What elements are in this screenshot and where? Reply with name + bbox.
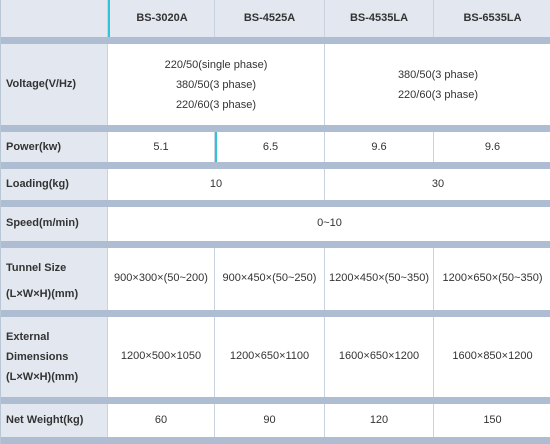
tunnel-value-4: 1200×650×(50~350) (442, 272, 543, 285)
external-row: External Dimensions (L×W×H)(mm) 1200×500… (1, 316, 550, 397)
loading-label: Loading(kg) (1, 169, 108, 200)
weight-value-3: 120 (325, 403, 434, 437)
power-value-2: 6.5 (215, 132, 325, 162)
external-value-4: 1600×850×1200 (452, 350, 533, 363)
speed-value: 0~10 (317, 217, 342, 230)
external-label-line-3: (L×W×H)(mm) (6, 370, 79, 383)
voltage-group-1: 220/50(single phase) 380/50(3 phase) 220… (108, 44, 325, 126)
header-model-2: BS-4525A (215, 0, 325, 37)
row-separator (1, 125, 550, 133)
voltage-row: Voltage(V/Hz) 220/50(single phase) 380/5… (1, 44, 550, 126)
row-separator (1, 396, 550, 404)
voltage-label: Voltage(V/Hz) (1, 44, 108, 126)
voltage-group-1-line-2: 380/50(3 phase) (175, 78, 257, 91)
external-label: External Dimensions (L×W×H)(mm) (1, 316, 108, 397)
weight-row: Net Weight(kg) 60 90 120 150 (1, 403, 550, 437)
tunnel-value-3: 1200×450×(50~350) (325, 248, 434, 310)
header-row: BS-3020A BS-4525A BS-4535LA BS-6535LA (1, 0, 550, 37)
speed-row: Speed(m/min) 0~10 (1, 207, 550, 241)
row-separator (1, 240, 550, 249)
weight-value-4: 150 (483, 413, 502, 426)
power-value-4: 9.6 (484, 140, 501, 153)
external-label-line-2: Dimensions (6, 350, 69, 363)
header-model-1: BS-3020A (108, 0, 215, 37)
loading-group-1: 10 (108, 169, 325, 200)
tunnel-label: Tunnel Size (L×W×H)(mm) (1, 248, 108, 310)
weight-value-2: 90 (215, 403, 325, 437)
power-value-3: 9.6 (325, 132, 434, 162)
external-value-2: 1200×650×1100 (215, 316, 325, 397)
external-label-line-1: External (6, 330, 50, 343)
tunnel-value-2: 900×450×(50~250) (215, 248, 325, 310)
power-row: Power(kw) 5.1 6.5 9.6 9.6 (1, 132, 550, 162)
power-value-1: 5.1 (108, 132, 215, 162)
header-model-3: BS-4535LA (325, 0, 434, 37)
voltage-group-2: 380/50(3 phase) 220/60(3 phase) (325, 44, 550, 125)
row-separator (1, 36, 550, 45)
row-separator (1, 199, 550, 208)
loading-row: Loading(kg) 10 30 (1, 169, 550, 200)
external-value-3: 1600×650×1200 (325, 316, 434, 397)
voltage-group-2-line-1: 380/50(3 phase) (397, 68, 479, 81)
tunnel-label-line-2: (L×W×H)(mm) (6, 287, 79, 300)
power-label: Power(kw) (1, 132, 108, 162)
speed-label: Speed(m/min) (1, 207, 108, 241)
tunnel-label-line-1: Tunnel Size (6, 261, 67, 274)
weight-value-1: 60 (108, 403, 215, 437)
loading-group-2: 30 (431, 178, 445, 191)
voltage-group-2-line-2: 220/60(3 phase) (397, 88, 479, 101)
tunnel-row: Tunnel Size (L×W×H)(mm) 900×300×(50~200)… (1, 248, 550, 310)
tunnel-value-1: 900×300×(50~200) (108, 248, 215, 310)
header-corner-cell (1, 0, 108, 37)
header-model-4: BS-6535LA (434, 0, 550, 37)
row-separator (1, 309, 550, 317)
external-value-1: 1200×500×1050 (108, 316, 215, 397)
voltage-group-1-line-1: 220/50(single phase) (164, 58, 268, 71)
weight-label: Net Weight(kg) (1, 403, 108, 437)
row-separator (1, 436, 550, 444)
row-separator (1, 161, 550, 170)
voltage-group-1-line-3: 220/60(3 phase) (175, 98, 257, 111)
